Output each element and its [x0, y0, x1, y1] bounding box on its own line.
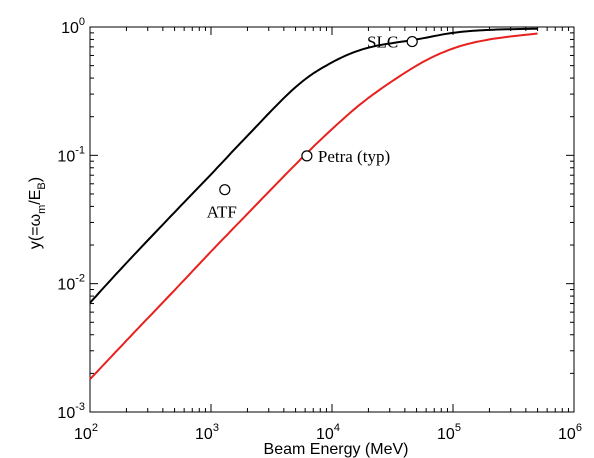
y-axis-label-main: y(=ω — [27, 214, 44, 249]
x-tick-label: 102 — [74, 422, 98, 443]
series-group — [89, 27, 538, 380]
y-axis-label-end: ) — [27, 177, 44, 182]
y-axis-label-sub2: B — [36, 182, 48, 189]
x-axis-label: Beam Energy (MeV) — [264, 441, 409, 458]
data-point-marker — [406, 35, 418, 48]
series-line — [89, 32, 538, 380]
annotated-points: SLC Petra (typ) ATF — [207, 33, 418, 222]
y-axis-label: y(=ωm/EB) — [27, 177, 48, 249]
plot-area — [89, 26, 575, 413]
data-point-label: SLC — [367, 33, 398, 52]
x-tick-label: 104 — [316, 422, 340, 443]
y-tick-label: 10-1 — [57, 144, 85, 165]
plot-frame — [89, 26, 575, 413]
y-tick-label: 10-2 — [57, 273, 85, 294]
data-point-marker — [301, 150, 313, 162]
y-tick-label: 10-3 — [57, 401, 85, 422]
data-point-label: ATF — [207, 203, 237, 222]
y-tick-label: 100 — [61, 16, 85, 37]
axis-ticks: 102 103 104 105 106 10-3 10-2 10-1 100 — [57, 16, 582, 443]
series-line — [89, 27, 538, 304]
x-tick-label: 103 — [195, 422, 219, 443]
y-axis-label-sub1: m — [36, 205, 48, 214]
data-point-marker — [219, 184, 231, 196]
data-point-label: Petra (typ) — [318, 147, 390, 166]
x-tick-label: 106 — [558, 422, 582, 443]
x-tick-label: 105 — [437, 422, 461, 443]
y-axis-label-mid: /E — [27, 190, 44, 205]
